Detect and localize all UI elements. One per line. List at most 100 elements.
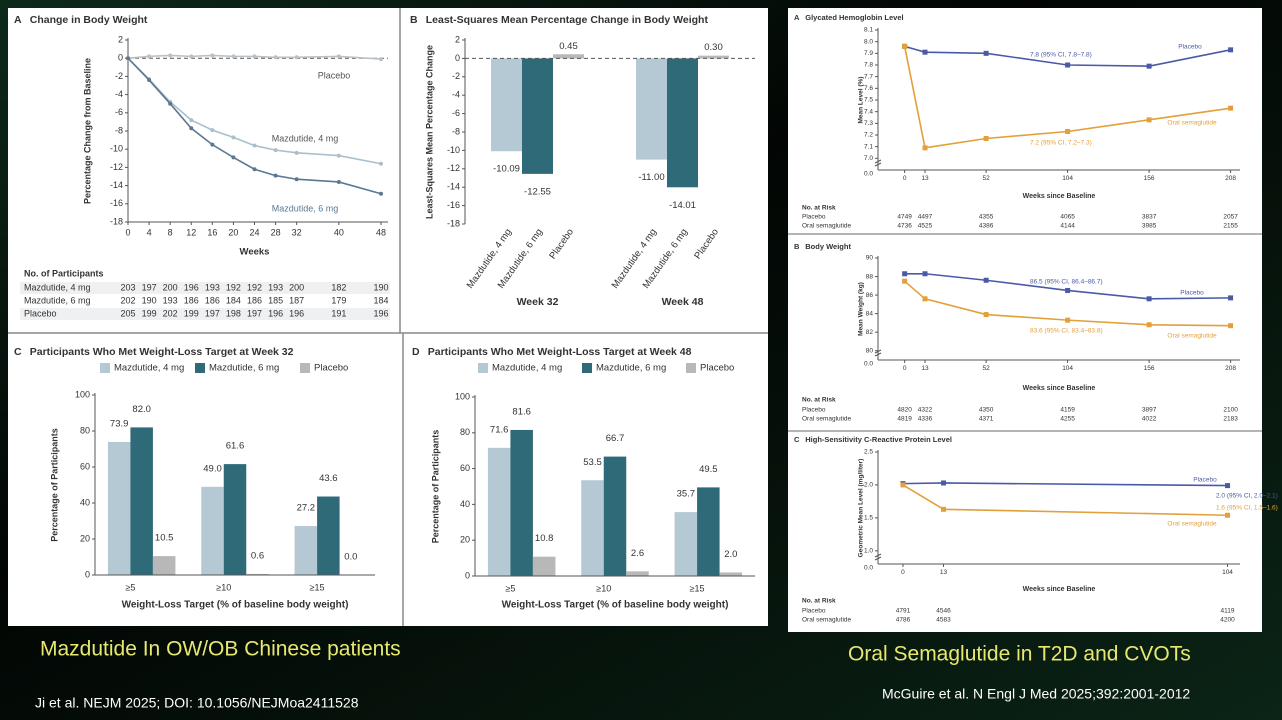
table-cell: 4525 bbox=[918, 223, 933, 230]
y-tick-label: 2 bbox=[118, 34, 123, 44]
table-cell: 179 bbox=[331, 295, 346, 305]
table-cell: 4065 bbox=[1060, 214, 1075, 221]
y-tick-label: 7.6 bbox=[864, 85, 873, 92]
y-tick-label: 40 bbox=[80, 497, 90, 507]
legend-swatch bbox=[300, 363, 310, 373]
y-axis-label: Geometric Mean Level (mg/liter) bbox=[858, 459, 865, 558]
y-tick-label: 1.0 bbox=[864, 548, 873, 555]
table-cell: 4497 bbox=[918, 214, 933, 221]
value-label: 27.2 bbox=[297, 503, 316, 514]
y-tick-label: 7.1 bbox=[864, 143, 873, 150]
x-tick-label: 104 bbox=[1222, 569, 1233, 576]
y-tick-label: -10 bbox=[110, 144, 123, 154]
point bbox=[1146, 117, 1152, 123]
table-row-name: Placebo bbox=[802, 214, 826, 221]
table-row-name: Mazdutide, 4 mg bbox=[24, 282, 91, 292]
x-tick-label: 0 bbox=[125, 227, 130, 237]
bar bbox=[532, 556, 556, 576]
bar bbox=[487, 447, 511, 576]
y-tick-label: 40 bbox=[460, 499, 470, 509]
y-axis-label: Least-Squares Mean Percentage Change bbox=[424, 45, 434, 219]
table-cell: 4786 bbox=[896, 617, 911, 624]
y-tick-label: 8.1 bbox=[864, 27, 873, 34]
series-label: Oral semaglutide bbox=[1167, 120, 1217, 127]
annotation: 7.2 (95% CI, 7.2–7.3) bbox=[1030, 140, 1092, 147]
point bbox=[900, 482, 906, 488]
table-cell: 182 bbox=[331, 282, 346, 292]
x-tick-label: 32 bbox=[292, 227, 302, 237]
axis-break bbox=[874, 159, 882, 167]
table-cell: 2100 bbox=[1223, 407, 1238, 414]
y-axis-label: Percentage of Participants bbox=[430, 430, 440, 544]
value-label: -14.01 bbox=[669, 200, 696, 211]
reference: Ji et al. NEJM 2025; DOI: 10.1056/NEJMoa… bbox=[35, 695, 359, 711]
y-tick-label: 0.0 bbox=[864, 565, 873, 572]
table-cell: 184 bbox=[373, 295, 388, 305]
x-tick-label: ≥10 bbox=[216, 582, 231, 592]
x-tick-label: 8 bbox=[168, 227, 173, 237]
table-cell: 2057 bbox=[1223, 214, 1238, 221]
y-tick-label: 0.0 bbox=[864, 171, 873, 178]
table-cell: 196 bbox=[268, 308, 283, 318]
chart-title: High-Sensitivity C-Reactive Protein Leve… bbox=[805, 435, 952, 444]
value-label: 0.0 bbox=[344, 552, 357, 563]
table-row-name: Mazdutide, 6 mg bbox=[24, 295, 91, 305]
point bbox=[379, 161, 383, 166]
panel-letter: B bbox=[794, 242, 800, 251]
table-cell: 4386 bbox=[979, 223, 994, 230]
point bbox=[189, 118, 194, 123]
point bbox=[983, 50, 989, 56]
table-cell: 4159 bbox=[1060, 407, 1075, 414]
bar bbox=[603, 456, 627, 576]
point bbox=[336, 153, 341, 158]
bar bbox=[246, 573, 269, 575]
point bbox=[336, 54, 341, 59]
table-cell: 3837 bbox=[1142, 214, 1157, 221]
point bbox=[294, 150, 299, 155]
y-tick-label: 84 bbox=[866, 310, 874, 317]
point bbox=[922, 296, 928, 302]
point bbox=[1225, 483, 1231, 489]
table-cell: 4749 bbox=[897, 214, 912, 221]
table-cell: 3897 bbox=[1142, 407, 1157, 414]
table-cell: 4583 bbox=[936, 617, 951, 624]
annotation: 7.8 (95% CI, 7.8–7.8) bbox=[1030, 52, 1092, 59]
point bbox=[294, 177, 299, 182]
table-cell: 199 bbox=[142, 308, 157, 318]
y-tick-label: 7.2 bbox=[864, 132, 873, 139]
series-line bbox=[904, 45, 1231, 67]
point bbox=[941, 506, 947, 512]
point bbox=[941, 480, 947, 486]
y-tick-label: 90 bbox=[866, 255, 874, 262]
point bbox=[273, 148, 278, 153]
series-label: Oral semaglutide bbox=[1167, 521, 1217, 528]
bar bbox=[667, 58, 698, 188]
y-axis-label: Percentage of Participants bbox=[49, 428, 59, 542]
table-cell: 186 bbox=[205, 295, 220, 305]
bar bbox=[719, 572, 743, 576]
table-cell: 199 bbox=[184, 308, 199, 318]
value-label: 2.6 bbox=[631, 548, 644, 559]
point bbox=[210, 53, 215, 58]
series-line bbox=[904, 280, 1231, 327]
legend-label: Placebo bbox=[700, 363, 734, 374]
x-tick-label: 24 bbox=[249, 227, 259, 237]
table-cell: 193 bbox=[268, 282, 283, 292]
bar bbox=[674, 512, 698, 576]
point bbox=[1225, 512, 1231, 518]
table-cell: 4820 bbox=[897, 407, 912, 414]
point bbox=[210, 128, 215, 133]
y-tick-label: -18 bbox=[110, 216, 123, 226]
table-cell: 4322 bbox=[918, 407, 933, 414]
table-cell: 3985 bbox=[1142, 223, 1157, 230]
chart-title: Participants Who Met Weight-Loss Target … bbox=[30, 346, 294, 358]
legend-swatch bbox=[582, 363, 592, 373]
point bbox=[983, 277, 989, 283]
table-row-name: Placebo bbox=[802, 608, 826, 615]
panel-letter: A bbox=[794, 13, 800, 22]
bar bbox=[698, 55, 729, 59]
value-label: 10.8 bbox=[535, 533, 554, 544]
chart-title: Body Weight bbox=[805, 242, 851, 251]
right-panel bbox=[788, 8, 1262, 632]
